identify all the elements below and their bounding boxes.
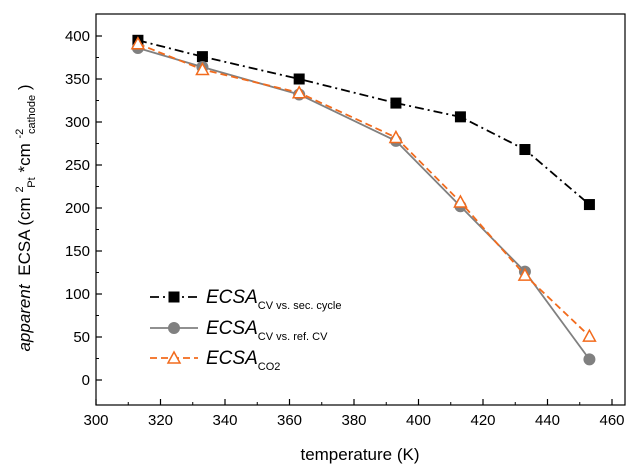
y-tick-label: 200 — [65, 200, 90, 217]
series-1-point — [293, 73, 305, 85]
y-axis-title-mid: *cm — [15, 143, 34, 172]
y-axis-title-prefix: apparent — [15, 283, 34, 351]
y-axis-title: apparent ECSA (cm 2 Pt *cm -2 cathode ) — [8, 84, 39, 351]
series-3-point — [291, 85, 307, 99]
y-tick-label: 50 — [73, 329, 90, 346]
y-axis-title-sub2: cathode — [26, 95, 38, 134]
legend-swatch-marker — [166, 350, 182, 364]
plot-frame — [95, 13, 626, 406]
series-1-point — [196, 51, 208, 63]
y-tick-label: 300 — [65, 114, 90, 131]
x-tick-label: 400 — [406, 412, 431, 429]
series-1-point — [519, 144, 531, 156]
series-2 — [131, 42, 596, 366]
legend-item-1: ECSACV vs. sec. cycle — [150, 287, 342, 312]
series-3-point — [195, 61, 210, 76]
y-axis-title-suffix: ) — [15, 84, 34, 90]
legend-label-subscript: CV vs. sec. cycle — [258, 300, 342, 312]
y-axis-title-sub1: Pt — [26, 177, 38, 187]
y-axis: 0 50 100 150 200 250 300 350 400 — [65, 28, 102, 389]
legend-label-main: ECSA — [206, 287, 258, 308]
series-1-point — [454, 111, 466, 123]
y-axis-title-sup1: 2 — [14, 186, 26, 192]
series-3-point — [453, 194, 468, 208]
y-tick-label: 100 — [65, 286, 90, 303]
legend-item-3: ECSACO2 — [150, 348, 280, 373]
plot-border — [95, 13, 626, 406]
legend-label-main: ECSA — [206, 318, 258, 339]
legend-label: ECSACV vs. sec. cycle — [206, 287, 342, 312]
series-3 — [130, 36, 597, 342]
x-tick-label: 340 — [212, 412, 237, 429]
legend-label: ECSACV vs. ref. CV — [206, 318, 328, 343]
y-tick-label: 0 — [82, 372, 90, 389]
x-tick-label: 420 — [470, 412, 495, 429]
x-tick-label: 460 — [599, 412, 624, 429]
legend-swatch-marker — [168, 322, 180, 334]
x-tick-label: 380 — [341, 412, 366, 429]
series-3-point — [388, 129, 404, 144]
y-tick-label: 150 — [65, 243, 90, 260]
x-axis: 300 320 340 360 380 400 420 440 460 — [83, 399, 625, 429]
y-tick-label: 400 — [65, 28, 90, 45]
x-tick-label: 440 — [535, 412, 560, 429]
legend-label-subscript: CO2 — [258, 361, 281, 373]
series-1-point — [583, 199, 595, 211]
series-3-point — [582, 328, 597, 342]
y-tick-label: 350 — [65, 71, 90, 88]
y-axis-title-sup2: -2 — [14, 129, 26, 139]
x-axis-title: temperature (K) — [300, 445, 419, 464]
x-tick-label: 300 — [83, 412, 108, 429]
x-tick-label: 360 — [277, 412, 302, 429]
legend-swatch-marker — [168, 291, 180, 303]
legend-label-subscript: CV vs. ref. CV — [258, 331, 328, 343]
legend-label-main: ECSA — [206, 348, 258, 369]
y-tick-label: 250 — [65, 157, 90, 174]
series-2-point — [583, 353, 596, 366]
legend-item-2: ECSACV vs. ref. CV — [150, 318, 328, 343]
x-tick-label: 320 — [148, 412, 173, 429]
series-layer — [130, 34, 597, 366]
y-axis-title-main: ECSA (cm — [15, 197, 34, 275]
legend-label: ECSACO2 — [206, 348, 280, 373]
series-1-point — [390, 97, 402, 109]
series-3-point — [130, 36, 146, 50]
series-3-point — [517, 267, 533, 281]
